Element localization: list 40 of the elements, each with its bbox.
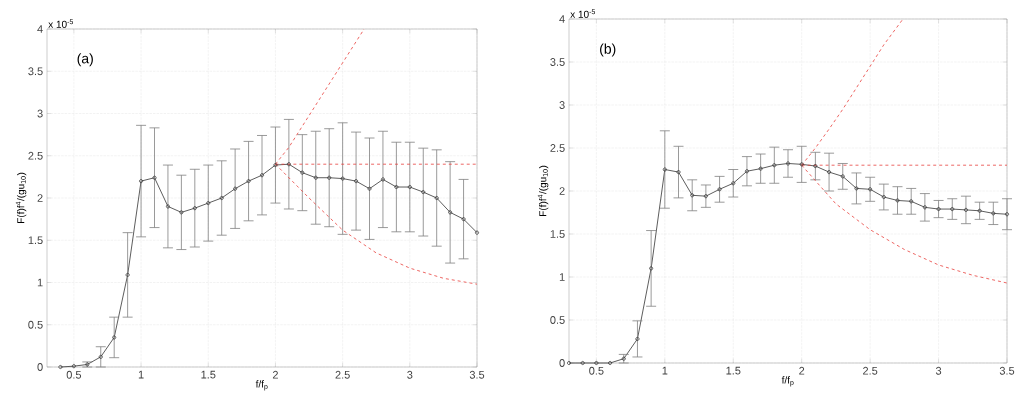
x-tick-label: 2 [272, 370, 278, 379]
text: x 10$^{-5}$ [570, 9, 596, 18]
annotation: (b) [600, 43, 616, 57]
y-tick-label: 3.5 [28, 67, 43, 76]
x-tick-label: 0.5 [589, 366, 604, 375]
y-tick-label: 2.5 [28, 151, 43, 160]
y-tick-label: 2.5 [550, 144, 565, 152]
y-tick-label: 4 [37, 25, 43, 33]
x-tick-label: 3 [935, 366, 942, 375]
y-tick-label: 1.5 [550, 230, 565, 238]
x-tick-label: 3 [407, 370, 413, 379]
x-axis-title: f/f$_{p}$ [781, 376, 794, 387]
y-tick-label: 4 [559, 15, 565, 23]
y-tick-label: 1 [37, 278, 43, 287]
x-tick-label: 1 [138, 370, 144, 379]
x-tick-label: 3.5 [469, 370, 485, 379]
x-tick-label: 3.5 [999, 366, 1015, 375]
y-axis-title: F(f)f$^{4}$/(gu$_{10}$) [15, 172, 27, 223]
y-tick-label: 0.5 [28, 320, 43, 329]
y-tick-label: 3.5 [550, 58, 565, 66]
text: x 10$^{-5}$ [48, 19, 74, 28]
y-tick-label: 2 [37, 194, 43, 202]
x-tick-label: 1.5 [201, 370, 216, 379]
x-tick-label: 0.5 [66, 370, 82, 379]
y-tick-label: 2 [559, 187, 565, 195]
y-tick-label: 3 [37, 109, 43, 118]
x-tick-label: 1.5 [726, 366, 741, 375]
y-tick-label: 0 [37, 363, 43, 371]
x-axis-title: f/f$_{p}$ [255, 380, 268, 391]
x-tick-label: 2 [799, 366, 805, 375]
x-tick-label: 2.5 [863, 366, 878, 375]
x-tick-label: 1 [662, 366, 668, 375]
y-tick-label: 0 [559, 359, 565, 367]
y-tick-label: 1 [559, 273, 565, 281]
y-axis-title: F(f)f$^{4}$/(gu$_{10}$) [537, 165, 549, 216]
y-tick-label: 0.5 [550, 316, 565, 324]
y-tick-label: 1.5 [28, 236, 43, 245]
x-tick-label: 2.5 [335, 370, 350, 379]
annotation: (a) [77, 53, 93, 67]
y-tick-label: 3 [559, 101, 565, 109]
